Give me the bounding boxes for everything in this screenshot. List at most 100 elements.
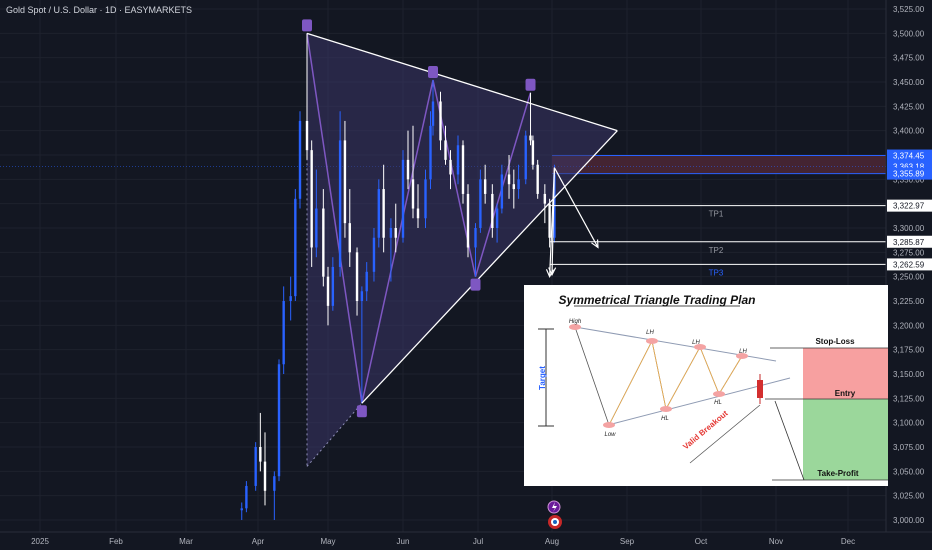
price-tick-label: 3,500.00 [893,29,925,38]
price-tag [887,167,932,180]
pivot-handle[interactable] [356,405,367,418]
candle-body [360,291,364,301]
candle-body [305,120,309,151]
candle-body [372,237,376,272]
label-hl-1: HL [661,416,669,422]
candle-body [394,228,397,238]
pivot-hl-1 [660,406,672,412]
price-tick-label: 3,150.00 [893,370,925,379]
candle-body [365,271,368,292]
candle-body [382,189,385,238]
candle-body [338,140,342,267]
pivot-lh-3 [736,353,748,359]
candle-body [254,447,257,486]
candle-body [416,208,420,219]
time-tick-label: Oct [695,537,708,546]
candle-body [466,193,470,248]
pivot-handle[interactable] [470,278,481,291]
candle-body [389,228,393,238]
tp-label: TP2 [709,246,724,255]
candle-body [282,301,285,365]
candle-body [449,159,452,175]
tp-label: TP3 [709,268,724,277]
pivot-handle[interactable] [302,19,312,32]
price-tag-label: 3,262.59 [893,260,925,269]
price-tag-label: 3,374.45 [893,152,925,161]
time-tick-label: 2025 [31,537,49,546]
candle-body [263,461,267,491]
label-lh-2: LH [692,340,700,346]
candle-body [531,140,535,165]
candle-body [431,101,435,126]
take-profit-zone [803,399,888,480]
price-tag [887,149,932,162]
price-tick-label: 3,450.00 [893,78,925,87]
candle-body [406,159,410,180]
candle-body [479,179,482,228]
target-label: Target [538,366,547,390]
stop-loss-label: Stop-Loss [815,337,855,346]
candle-body [424,179,427,219]
candle-body [326,276,330,306]
price-tag [887,258,932,271]
time-tick-label: Jun [397,537,410,546]
triangle-pattern [306,33,618,467]
candle-body [343,140,347,224]
price-tick-label: 3,125.00 [893,394,925,403]
inset-title: Symmetrical Triangle Trading Plan [559,293,756,307]
triangle-overlay [302,19,618,418]
candle-body [507,174,511,185]
time-tick-label: Nov [769,537,783,546]
pivot-hl-2 [713,391,725,397]
candle-body [543,193,547,204]
candle-body [536,164,539,194]
projection-line [774,400,805,481]
candle-body [474,228,477,248]
pivot-lh-1 [646,338,658,344]
time-tick-label: May [320,537,335,546]
upper-trendline [306,32,618,132]
price-tick-label: 3,400.00 [893,127,925,136]
tp-label: TP1 [709,210,724,219]
pivot-lh-2 [694,344,706,350]
time-tick-label: Dec [841,537,855,546]
time-tick-label: Sep [620,537,635,546]
label-lh-1: LH [646,330,654,336]
candle-body [491,193,494,228]
price-tick-label: 3,250.00 [893,273,925,282]
time-tick-label: Jul [473,537,483,546]
candle-body [298,120,302,199]
pivot-handle[interactable] [525,78,536,91]
valid-breakout-line [689,404,761,464]
candle-body [377,189,381,238]
price-tick-label: 3,525.00 [893,5,925,14]
candle-body [483,179,487,194]
price-tag-label: 3,355.89 [893,170,925,179]
time-tick-label: Aug [545,537,559,546]
lower-trendline [361,130,618,404]
price-tags: 3,374.45 3,363.183,355.89 3,322.97 3,285.87… [887,149,932,271]
zones [0,155,886,175]
price-tag-label: 3,363.18 [893,163,925,172]
breakout-candle [757,380,763,398]
price-tag [887,199,932,212]
event-icons[interactable] [547,500,562,529]
price-tick-label: 3,425.00 [893,102,925,111]
time-tick-label: Feb [109,537,123,546]
price-tick-label: 3,275.00 [893,248,925,257]
pivot-high [569,324,581,330]
price-tick-label: 3,025.00 [893,492,925,501]
pivot-handle[interactable] [428,66,438,79]
time-axis[interactable]: 2025 Feb Mar Apr May Jun Jul Aug Sep Oct Nov Dec [31,537,855,546]
candle-body [524,135,527,180]
candle-body [240,508,243,511]
candle-body [315,208,318,248]
candle-body [461,145,465,194]
pivot-low [603,422,615,428]
candle-body [512,184,516,190]
projection-arrow [553,167,599,248]
triangle-lower-dotted [306,402,363,467]
candle-body [456,145,460,175]
trading-plan-inset: Symmetrical Triangle Trading Plan Target… [524,285,888,486]
